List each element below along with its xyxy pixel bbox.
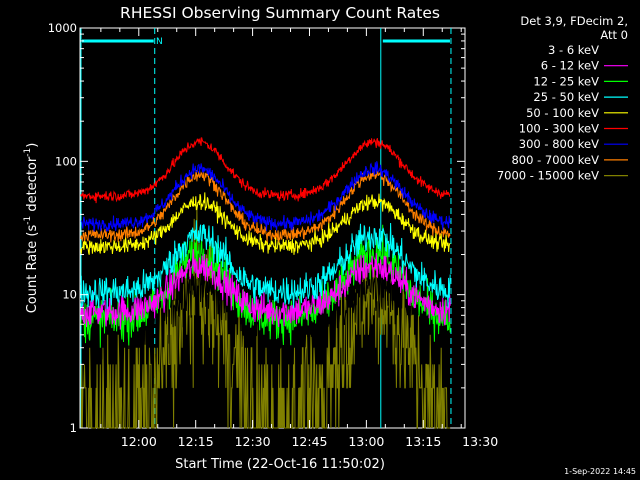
legend-label: 50 - 100 keV <box>526 106 599 120</box>
chart-title: RHESSI Observing Summary Count Rates <box>120 4 440 22</box>
series-line <box>80 161 451 232</box>
legend-header-line-1: Det 3,9, FDecim 2, <box>520 14 628 28</box>
legend-label: 100 - 300 keV <box>519 122 599 136</box>
series-line <box>80 169 451 243</box>
y-axis: 1 10 100 1000 <box>48 21 465 435</box>
x-tick-label: 12:00 <box>121 434 157 449</box>
y-tick-label: 100 <box>55 154 77 168</box>
footer-date: 1-Sep-2022 14:45 <box>564 467 636 476</box>
x-tick-label: 12:15 <box>178 434 214 449</box>
series-line <box>80 192 451 255</box>
flag-label: N <box>156 37 163 47</box>
legend-label: 300 - 800 keV <box>519 137 599 151</box>
y-axis-label-end: ) <box>25 143 40 148</box>
legend-label: 12 - 25 keV <box>533 74 599 88</box>
x-axis: 12:00 12:15 12:30 12:45 13:00 13:15 13:30 <box>100 28 498 449</box>
series-layer <box>80 137 451 429</box>
y-axis-label-sup-1: -1 <box>23 216 33 225</box>
y-tick-label: 1 <box>70 421 77 435</box>
x-tick-label: 13:15 <box>405 434 441 449</box>
legend-label: 7000 - 15000 keV <box>497 169 599 183</box>
legend-label: 6 - 12 keV <box>541 59 599 73</box>
legend-label: 25 - 50 keV <box>533 90 599 104</box>
y-axis-label-mid: detector <box>25 156 40 216</box>
x-axis-label: Start Time (22-Oct-16 11:50:02) <box>175 457 385 472</box>
series-line <box>80 220 451 310</box>
x-tick-label: 12:30 <box>235 434 271 449</box>
legend-label: 3 - 6 keV <box>548 43 599 57</box>
y-tick-label: 1000 <box>48 21 77 35</box>
x-tick-label: 12:45 <box>291 434 327 449</box>
y-axis-label: Count Rate (s-1 detector-1) <box>23 143 40 314</box>
y-axis-label-main: Count Rate (s <box>25 225 40 314</box>
x-tick-label: 13:30 <box>462 434 498 449</box>
series-line <box>80 249 451 330</box>
y-tick-label: 10 <box>62 288 77 302</box>
y-axis-label-sup-2: -1 <box>23 148 33 157</box>
series-line <box>80 137 451 204</box>
legend-header-line-2: Att 0 <box>600 28 628 42</box>
x-tick-label: 13:00 <box>348 434 384 449</box>
legend-label: 800 - 7000 keV <box>511 153 599 167</box>
